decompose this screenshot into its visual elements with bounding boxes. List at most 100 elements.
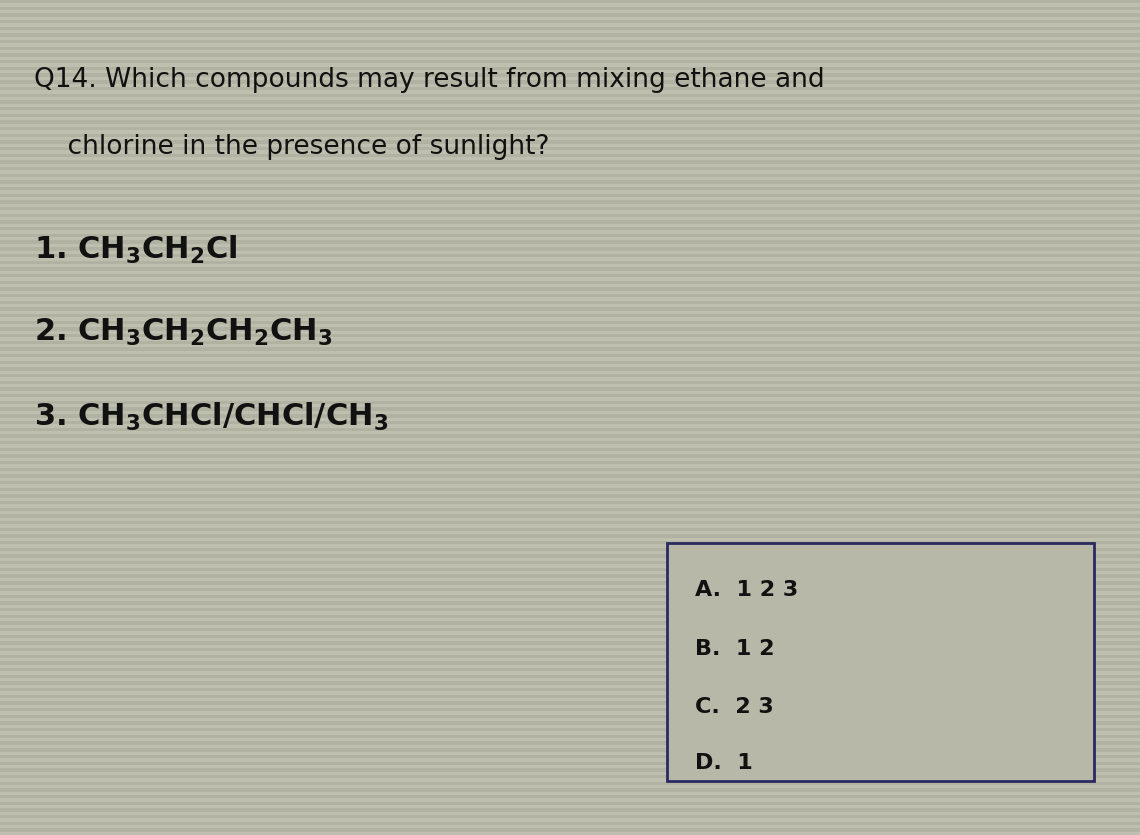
- Bar: [0, 822, 1140, 825]
- Bar: [0, 685, 1140, 688]
- Bar: [0, 564, 1140, 568]
- Bar: [0, 431, 1140, 434]
- Bar: [0, 217, 1140, 220]
- Bar: [0, 184, 1140, 187]
- Bar: [0, 651, 1140, 655]
- Bar: [0, 371, 1140, 374]
- Text: 3. $\mathregular{CH_3CHCl/CHCl/CH_3}$: 3. $\mathregular{CH_3CHCl/CHCl/CH_3}$: [34, 401, 389, 433]
- Bar: [0, 745, 1140, 748]
- Bar: [0, 601, 1140, 605]
- Bar: [0, 428, 1140, 431]
- Bar: [0, 738, 1140, 741]
- Bar: [0, 261, 1140, 264]
- Bar: [0, 47, 1140, 50]
- Bar: [0, 334, 1140, 337]
- Bar: [0, 434, 1140, 438]
- Bar: [0, 731, 1140, 735]
- Bar: [0, 77, 1140, 80]
- Bar: [0, 775, 1140, 778]
- Bar: [0, 661, 1140, 665]
- Bar: [0, 438, 1140, 441]
- Bar: [0, 0, 1140, 3]
- Bar: [0, 297, 1140, 301]
- Text: chlorine in the presence of sunlight?: chlorine in the presence of sunlight?: [34, 134, 549, 159]
- Bar: [0, 324, 1140, 327]
- Bar: [0, 20, 1140, 23]
- Bar: [0, 127, 1140, 130]
- Bar: [0, 344, 1140, 347]
- Bar: [0, 461, 1140, 464]
- Bar: [0, 498, 1140, 501]
- Bar: [0, 137, 1140, 140]
- Bar: [0, 104, 1140, 107]
- Bar: [0, 397, 1140, 401]
- Bar: [0, 174, 1140, 177]
- Bar: [0, 17, 1140, 20]
- Bar: [0, 695, 1140, 698]
- Bar: [0, 471, 1140, 474]
- Bar: [0, 524, 1140, 528]
- Bar: [0, 30, 1140, 33]
- Bar: [0, 755, 1140, 758]
- Bar: [0, 73, 1140, 77]
- Bar: [0, 574, 1140, 578]
- Bar: [0, 588, 1140, 591]
- Bar: [0, 227, 1140, 230]
- Bar: [0, 708, 1140, 711]
- Bar: [0, 721, 1140, 725]
- Bar: [0, 534, 1140, 538]
- Bar: [0, 60, 1140, 63]
- Bar: [0, 641, 1140, 645]
- Bar: [0, 558, 1140, 561]
- Bar: [0, 655, 1140, 658]
- Bar: [0, 357, 1140, 361]
- FancyBboxPatch shape: [667, 543, 1094, 781]
- Bar: [0, 635, 1140, 638]
- Bar: [0, 454, 1140, 458]
- Bar: [0, 240, 1140, 244]
- Bar: [0, 250, 1140, 254]
- Bar: [0, 478, 1140, 481]
- Bar: [0, 337, 1140, 341]
- Bar: [0, 701, 1140, 705]
- Bar: [0, 504, 1140, 508]
- Bar: [0, 167, 1140, 170]
- Bar: [0, 23, 1140, 27]
- Bar: [0, 364, 1140, 367]
- Bar: [0, 561, 1140, 564]
- Bar: [0, 458, 1140, 461]
- Bar: [0, 508, 1140, 511]
- Bar: [0, 80, 1140, 84]
- Bar: [0, 675, 1140, 678]
- Bar: [0, 568, 1140, 571]
- Bar: [0, 220, 1140, 224]
- Bar: [0, 735, 1140, 738]
- Bar: [0, 307, 1140, 311]
- Bar: [0, 160, 1140, 164]
- Bar: [0, 531, 1140, 534]
- Bar: [0, 210, 1140, 214]
- Bar: [0, 598, 1140, 601]
- Bar: [0, 267, 1140, 271]
- Bar: [0, 765, 1140, 768]
- Bar: [0, 170, 1140, 174]
- Bar: [0, 494, 1140, 498]
- Bar: [0, 271, 1140, 274]
- Bar: [0, 538, 1140, 541]
- Bar: [0, 144, 1140, 147]
- Bar: [0, 464, 1140, 468]
- Bar: [0, 688, 1140, 691]
- Bar: [0, 788, 1140, 792]
- Bar: [0, 114, 1140, 117]
- Bar: [0, 147, 1140, 150]
- Bar: [0, 638, 1140, 641]
- Bar: [0, 665, 1140, 668]
- Bar: [0, 715, 1140, 718]
- Bar: [0, 514, 1140, 518]
- Bar: [0, 361, 1140, 364]
- Bar: [0, 387, 1140, 391]
- Bar: [0, 53, 1140, 57]
- Bar: [0, 705, 1140, 708]
- Bar: [0, 584, 1140, 588]
- Bar: [0, 778, 1140, 782]
